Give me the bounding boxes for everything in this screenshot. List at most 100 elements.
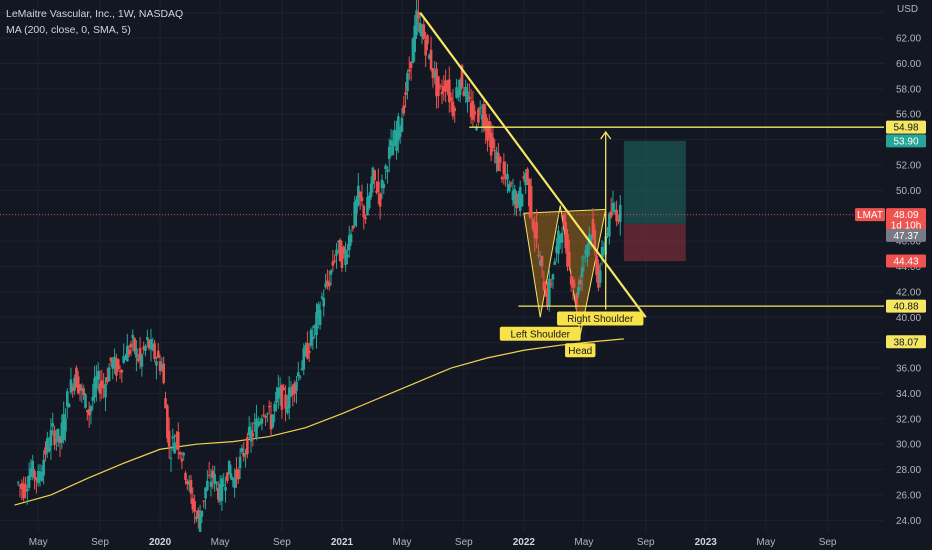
candle-body [262, 414, 266, 416]
candle-body [531, 219, 535, 229]
price-tick-label: 50.00 [896, 186, 921, 197]
price-tag: 53.90 [893, 136, 918, 147]
candle-body [75, 367, 78, 388]
candle-body [564, 222, 567, 249]
candle-body [189, 479, 193, 494]
candle-body [235, 469, 238, 479]
candle-body [413, 25, 417, 52]
candle-body [207, 474, 211, 476]
candle-body [586, 244, 589, 257]
candle-body [271, 414, 275, 428]
candle-body [477, 108, 480, 123]
pattern-outline [523, 205, 607, 336]
candle-body [553, 261, 557, 265]
candle-body [353, 202, 356, 226]
candle-body [460, 65, 464, 88]
candle-body [387, 146, 391, 160]
candle-body [298, 376, 302, 378]
candle-body [502, 161, 506, 175]
candle-body [467, 96, 471, 99]
candle-body [487, 120, 491, 137]
candle-body [526, 168, 529, 181]
trendline[interactable] [419, 12, 647, 318]
price-tag: 40.88 [893, 302, 918, 313]
candle-body [397, 116, 400, 141]
candle-body [327, 282, 331, 287]
candle-body [504, 174, 507, 180]
candle-body [169, 457, 173, 459]
time-tick-label: 2021 [331, 537, 354, 548]
candle-body [204, 487, 207, 499]
symbol-title: LeMaitre Vascular, Inc., 1W, NASDAQ [6, 8, 184, 20]
candle-body [187, 481, 191, 485]
candle-body [284, 394, 287, 409]
candle-body [580, 267, 584, 278]
candle-body [302, 348, 306, 370]
candle-body [96, 371, 100, 380]
candle-body [331, 261, 335, 266]
candle-body [267, 405, 271, 408]
candle-body [309, 329, 313, 346]
candle-body [542, 281, 546, 290]
candle-body [71, 387, 75, 391]
candle-body [609, 211, 613, 217]
candle-body [249, 430, 253, 442]
candle-body [84, 394, 87, 408]
candle-body [407, 69, 411, 72]
candle-body [247, 426, 251, 436]
price-tick-label: 30.00 [896, 440, 921, 451]
candle-body [351, 225, 355, 229]
candle-body [227, 460, 231, 475]
candle-body [608, 213, 611, 237]
candle-body [158, 361, 162, 371]
candle-body [591, 219, 595, 237]
candle-body [342, 246, 346, 255]
candle-body [500, 176, 504, 180]
price-tag-box [886, 208, 926, 222]
candle-body [289, 390, 293, 396]
candle-body [25, 489, 29, 492]
price-tick-label: 24.00 [896, 516, 921, 527]
target-arrow-head [600, 130, 612, 140]
price-tick-label: 34.00 [896, 389, 921, 400]
candle-body [338, 239, 342, 262]
candle-body [55, 439, 58, 441]
pattern-label-box [557, 311, 644, 326]
candle-body [411, 38, 415, 63]
candle-body [497, 153, 500, 171]
price-axis[interactable] [884, 0, 932, 550]
candle-body [297, 372, 300, 377]
candle-body [571, 279, 575, 288]
candle-body [140, 354, 144, 367]
candle-body [569, 276, 573, 285]
candle-body [244, 453, 247, 455]
candle-body [293, 383, 296, 394]
candle-body [253, 422, 256, 424]
candle-body [400, 117, 404, 132]
candle-body [515, 194, 518, 209]
candle-body [36, 470, 40, 484]
candle-body [198, 515, 202, 532]
candle-body [304, 345, 307, 355]
candle-body [533, 229, 537, 239]
candle-body [442, 85, 446, 92]
candle-body [357, 185, 360, 206]
candle-body [362, 205, 366, 218]
price-tag: 48.09 [893, 210, 918, 221]
candle-body [182, 453, 186, 456]
candle-body [224, 487, 227, 491]
candle-body [115, 358, 118, 376]
candle-body [389, 140, 393, 146]
candle-body [367, 195, 371, 209]
candle-body [355, 199, 358, 214]
time-axis[interactable] [0, 532, 932, 550]
candle-body [451, 101, 455, 117]
candle-body [133, 338, 136, 352]
candle-body [58, 437, 62, 443]
candle-body [311, 336, 315, 340]
price-tag: 47.37 [893, 231, 918, 242]
candle-body [300, 368, 304, 371]
candle-body [258, 421, 262, 424]
